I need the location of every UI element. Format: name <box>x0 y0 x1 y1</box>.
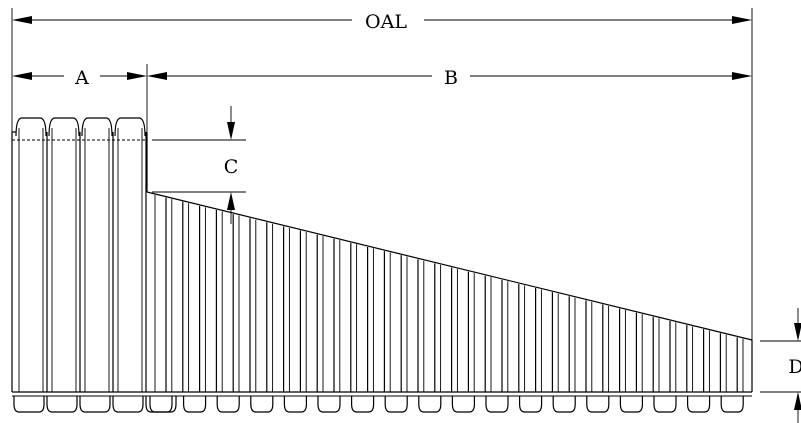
corrugation-rib-bottom <box>418 396 442 413</box>
corrugation-rib-bottom <box>451 396 475 413</box>
oal-label: OAL <box>365 11 407 33</box>
corrugation-rib-bottom <box>79 396 111 413</box>
pipe-taper-line <box>146 191 753 341</box>
a-label: A <box>74 67 89 89</box>
corrugation-rib-bottom <box>619 396 643 413</box>
corrugation-rib-bottom <box>216 396 240 413</box>
corrugation-rib-bottom <box>384 396 408 413</box>
d-dimension: D <box>760 308 801 423</box>
corrugation-rib-bottom <box>351 396 375 413</box>
corrugation-rib-bottom <box>552 396 576 413</box>
corrugation-rib-bottom <box>250 396 274 413</box>
corrugation-rib-bottom <box>586 396 610 413</box>
corrugation-rib-bottom <box>112 396 144 413</box>
corrugation-rib-bottom <box>720 396 744 413</box>
d-label: D <box>788 356 801 378</box>
corrugation-rib-bottom <box>13 396 45 413</box>
corrugation-rib-top <box>15 117 47 137</box>
b-dimension: B <box>147 67 752 89</box>
corrugation-rib-bottom <box>46 396 78 413</box>
c-label: C <box>224 156 239 178</box>
oal-dimension: OAL <box>12 11 752 33</box>
a-dimension: A <box>12 67 147 89</box>
corrugation-rib-bottom <box>183 396 207 413</box>
corrugation-rib-bottom <box>687 396 711 413</box>
corrugation-rib-top <box>81 117 113 137</box>
b-label: B <box>444 67 458 89</box>
corrugation-rib-bottom <box>317 396 341 413</box>
corrugation-rib-bottom <box>485 396 509 413</box>
corrugation-rib-bottom <box>149 396 173 413</box>
c-dimension: C <box>152 106 246 224</box>
corrugation-rib-top <box>114 117 146 137</box>
pipe-body <box>11 117 753 413</box>
corrugation-rib-top <box>48 117 80 137</box>
corrugation-rib-bottom <box>283 396 307 413</box>
corrugation-rib-bottom <box>519 396 543 413</box>
corrugation-rib-bottom <box>653 396 677 413</box>
